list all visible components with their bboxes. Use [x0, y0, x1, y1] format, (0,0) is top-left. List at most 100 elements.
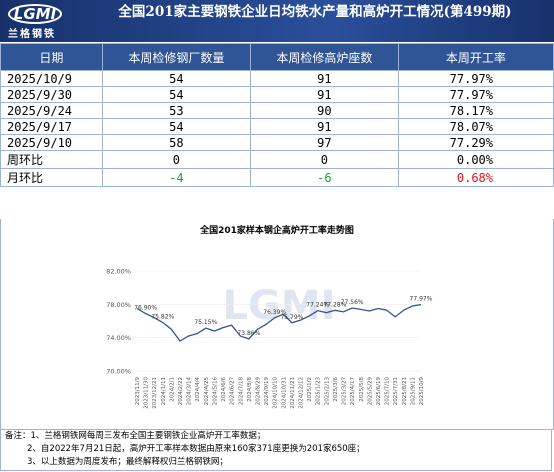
cell: 91 [249, 118, 399, 135]
row: 2025/9/17 54 91 78.07% [0, 118, 554, 135]
x-tick-label: 2025/6/19 [376, 377, 382, 406]
row: 2025/9/24 53 90 78.17% [0, 102, 554, 119]
cell: 2025/9/17 [0, 118, 103, 135]
x-tick-label: 2024/2/22 [178, 377, 184, 405]
x-tick-label: 2024/10/10 [273, 377, 279, 409]
logo-mark: LGMI [8, 4, 62, 24]
data-label: 76.90% [134, 305, 157, 312]
logo: LGMI 兰格钢铁 [8, 4, 72, 40]
cell: 2025/10/9 [0, 70, 103, 87]
row: 周环比 0 0 0.00% [0, 150, 554, 169]
x-tick-label: 2025/2/13 [324, 377, 330, 406]
row: 2025/10/9 54 91 77.97% [0, 70, 554, 87]
x-tick-label: 2024/5/16 [212, 377, 218, 406]
chart-title: 全国201家样本钢企高炉开工率走势图 [199, 224, 354, 236]
x-tick-label: 2025/1/2 [307, 377, 313, 402]
cell: 2025/9/30 [0, 86, 103, 103]
x-tick-label: 2024/9/19 [264, 377, 270, 406]
header-row: 日期 本周检修钢厂数量 本周检修高炉座数 本周开工率 [0, 43, 554, 71]
x-tick-label: 2025/7/10 [385, 377, 391, 406]
note: 备注：1、兰格钢铁网每周三发布全国主要钢铁企业高炉开工率数据； [5, 431, 266, 441]
cell: 0.68% [397, 168, 554, 187]
x-tick-label: 2025/9/11 [410, 377, 416, 405]
x-tick-label: 2024/6/6 [221, 377, 227, 402]
data-label: 77.97% [410, 296, 433, 303]
x-tick-label: 2024/8/8 [247, 377, 253, 402]
x-tick-label: 2025/5/29 [367, 377, 373, 406]
x-tick-label: 2025/7/31 [393, 377, 399, 405]
row: 2025/9/10 58 97 77.29% [0, 134, 554, 151]
column-header: 日期 [0, 43, 103, 71]
cell: 91 [249, 86, 399, 103]
cell: 53 [101, 102, 251, 119]
cell: 2025/9/10 [0, 134, 103, 151]
x-tick-label: 2024/12/12 [299, 377, 305, 409]
cell: 0 [101, 150, 251, 169]
data-label: 75.79% [280, 314, 303, 321]
row: 月环比 -4 -6 0.68% [0, 168, 554, 187]
cell: -6 [249, 168, 399, 187]
data-label: 73.86% [237, 330, 260, 337]
y-tick-label: 82.00% [106, 268, 131, 276]
x-tick-label: 2023/12/21 [152, 377, 158, 409]
data-label: 76.39% [263, 309, 286, 316]
y-tick-label: 78.00% [106, 301, 131, 309]
cell: 54 [101, 118, 251, 135]
cell: 58 [101, 134, 251, 151]
x-tick-label: 2024/7/18 [238, 377, 244, 406]
cell: 78.17% [397, 102, 554, 119]
chart-panel: 全国201家样本钢企高炉开工率走势图 LGMI 70.00% 74.00% 78.00… [0, 219, 554, 430]
x-tick-label: 2024/6/27 [230, 377, 236, 406]
x-tick-label: 2025/1/23 [316, 377, 322, 406]
cell: 97 [249, 134, 399, 151]
x-tick-label: 2025/3/27 [342, 377, 348, 406]
x-tick-label: 2024/4/25 [204, 377, 210, 406]
cell: 2025/9/24 [0, 102, 103, 119]
y-tick-label: 74.00% [106, 334, 131, 342]
cell: 54 [101, 86, 251, 103]
title: 全国201家主要钢铁企业日均铁水产量和高炉开工情况(第499期) [118, 4, 512, 20]
x-tick-label: 2024/3/14 [187, 377, 193, 406]
cell: 77.97% [397, 70, 554, 87]
watermark: LGMI [222, 283, 335, 329]
x-tick-label: 2024/1/11 [161, 377, 167, 405]
cell: 54 [101, 70, 251, 87]
header: LGMI 兰格钢铁 全国201家主要钢铁企业日均铁水产量和高炉开工情况(第499… [0, 0, 554, 42]
cell: 77.29% [397, 134, 554, 151]
cell: 0 [249, 150, 399, 169]
table: 日期 本周检修钢厂数量 本周检修高炉座数 本周开工率 2025/10/9 54 91 77.9… [0, 43, 554, 187]
line [136, 303, 422, 342]
data-label: 77.56% [341, 299, 364, 306]
cell: 77.97% [397, 86, 554, 103]
data-label: 75.15% [194, 319, 217, 326]
data-label: 77.24% [306, 302, 329, 309]
x-tick-label: 2024/8/29 [255, 377, 261, 406]
cell: 0.00% [397, 150, 554, 169]
data-label: 75.82% [151, 314, 174, 321]
row: 2025/9/30 54 91 77.97% [0, 86, 554, 103]
cell: 90 [249, 102, 399, 119]
cell: 91 [249, 70, 399, 87]
x-tick-label: 2024/2/1 [169, 377, 175, 402]
y-tick-label: 70.00% [106, 368, 131, 376]
data-label: 77.28% [323, 301, 346, 308]
cell: 月环比 [0, 168, 103, 187]
column-header: 本周开工率 [397, 43, 554, 71]
chart: 全国201家样本钢企高炉开工率走势图 LGMI 70.00% 74.00% 78.00… [106, 224, 433, 409]
x-tick-label: 2025/5/8 [359, 377, 365, 402]
logo-name: 兰格钢铁 [8, 29, 56, 40]
notes: 备注：1、兰格钢铁网每周三发布全国主要钢铁企业高炉开工率数据； 2、自2022年… [0, 429, 552, 471]
x-tick-label: 2024/11/21 [290, 377, 296, 409]
x-tick-label: 2025/8/21 [402, 377, 408, 405]
x-tick-label: 2023/11/9 [135, 377, 141, 406]
x-tick-label: 2025/4/17 [350, 377, 356, 406]
x-tick-label: 2023/11/30 [144, 377, 150, 409]
cell: 周环比 [0, 150, 103, 169]
note: 2、自2022年7月21日起，高炉开工率样本数据由原来160家371座更换为20… [27, 444, 365, 454]
x-tick-label: 2024/10/31 [281, 377, 287, 409]
column-header: 本周检修钢厂数量 [101, 43, 251, 71]
x-tick-label: 2025/10/9 [419, 377, 425, 406]
cell: 78.07% [397, 118, 554, 135]
x-tick-label: 2025/3/6 [333, 377, 339, 402]
